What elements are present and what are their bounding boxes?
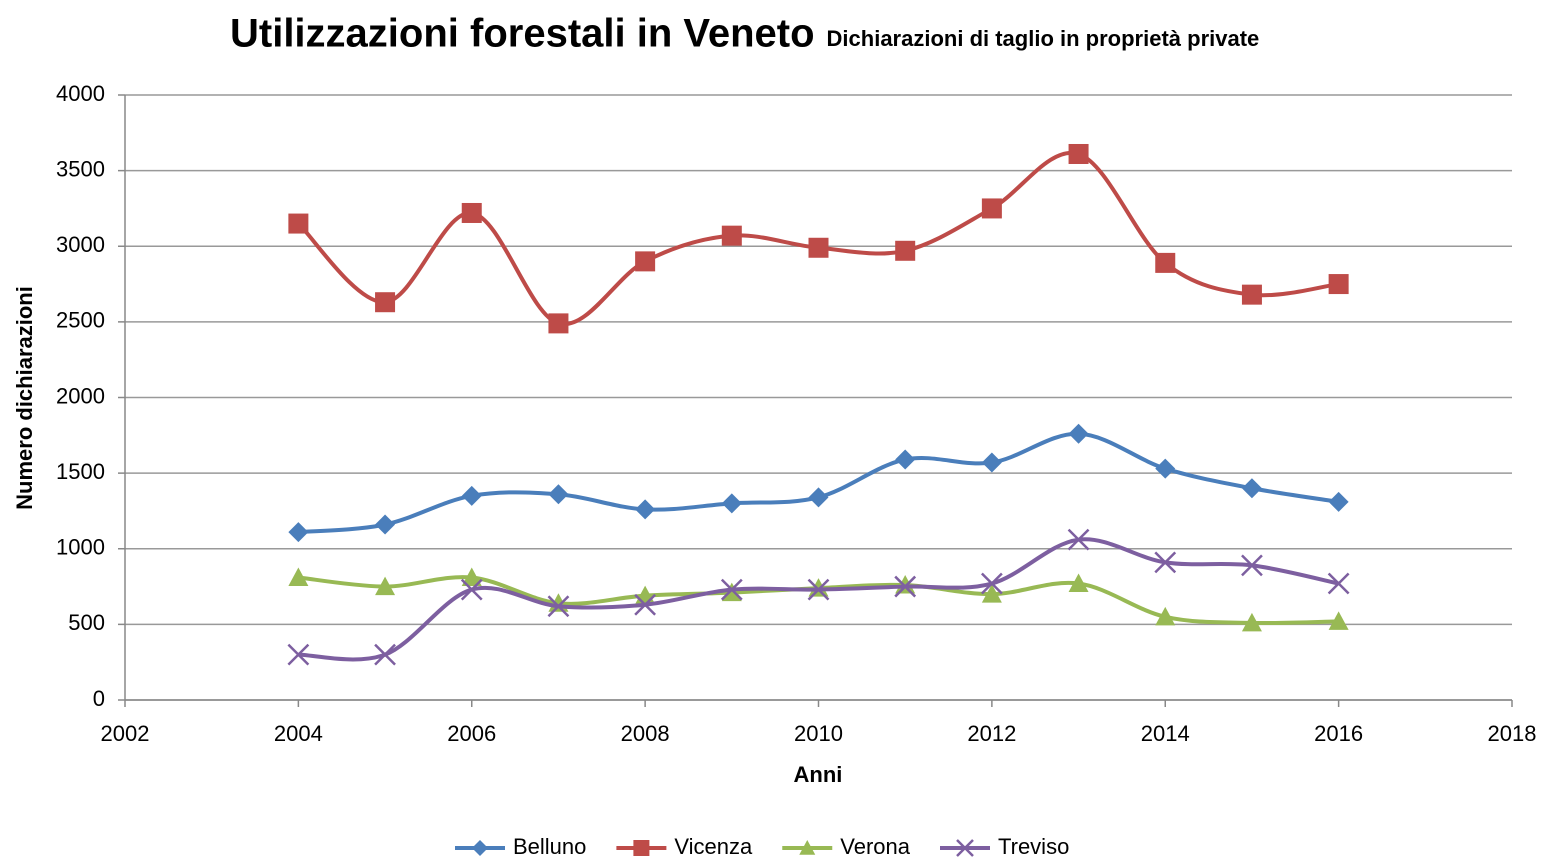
marker: [895, 575, 916, 594]
x-axis-label: Anni: [794, 762, 843, 787]
marker: [1328, 274, 1349, 295]
marker: [981, 198, 1002, 219]
marker: [375, 514, 396, 535]
marker: [1154, 551, 1177, 574]
marker: [980, 572, 1003, 595]
marker: [288, 567, 309, 586]
series-line: [298, 431, 1339, 535]
legend-marker: [472, 840, 488, 856]
marker: [720, 578, 743, 601]
marker: [461, 567, 482, 586]
marker: [807, 578, 830, 601]
x-tick-label: 2016: [1314, 721, 1363, 746]
marker: [808, 578, 829, 597]
series-line: [298, 537, 1340, 662]
marker: [635, 251, 656, 272]
marker: [1155, 458, 1176, 479]
marker: [461, 485, 482, 506]
marker: [375, 576, 396, 596]
chart-subtitle: Dichiarazioni di taglio in proprietà pri…: [827, 26, 1260, 51]
marker: [287, 643, 310, 666]
marker: [1241, 612, 1262, 632]
y-tick-label: 3500: [56, 156, 105, 181]
marker: [548, 313, 569, 334]
x-tick-label: 2010: [794, 721, 843, 746]
y-tick-label: 500: [68, 610, 105, 635]
marker: [808, 237, 829, 258]
y-tick-label: 0: [93, 686, 105, 711]
marker: [374, 643, 396, 666]
marker: [375, 292, 396, 313]
marker: [895, 240, 916, 261]
x-tick-label: 2004: [274, 721, 323, 746]
marker: [1067, 528, 1090, 551]
y-tick-label: 2000: [56, 383, 105, 408]
marker: [981, 584, 1002, 603]
x-tick-label: 2012: [967, 721, 1016, 746]
marker: [634, 593, 657, 616]
x-tick-label: 2008: [621, 721, 670, 746]
y-tick-label: 3000: [56, 232, 105, 257]
marker: [721, 582, 742, 602]
marker: [1241, 284, 1262, 305]
marker: [461, 202, 482, 223]
marker: [1068, 143, 1089, 164]
y-tick-label: 1000: [56, 535, 105, 560]
marker: [1328, 611, 1349, 630]
x-tick-label: 2002: [101, 721, 150, 746]
marker: [1241, 554, 1263, 577]
x-tick-label: 2006: [447, 721, 496, 746]
marker: [721, 225, 742, 246]
y-tick-label: 1500: [56, 459, 105, 484]
marker: [1068, 423, 1089, 444]
marker: [548, 484, 569, 505]
marker: [547, 595, 570, 618]
legend-label: Treviso: [998, 834, 1069, 859]
marker: [1328, 491, 1349, 512]
marker: [460, 578, 483, 601]
legend-label: Verona: [840, 834, 910, 859]
legend-marker: [633, 840, 650, 856]
marker: [635, 499, 656, 520]
x-tick-label: 2014: [1141, 721, 1190, 746]
marker: [894, 575, 917, 598]
marker: [1155, 252, 1176, 273]
marker: [1327, 572, 1350, 595]
legend-marker: [799, 840, 816, 855]
legend-label: Belluno: [513, 834, 586, 859]
y-axis-label: Numero dichiarazioni: [12, 286, 37, 510]
legend-marker: [956, 839, 974, 857]
legend-label: Vicenza: [674, 834, 753, 859]
marker: [1241, 478, 1262, 499]
marker: [288, 213, 309, 234]
marker: [288, 522, 309, 543]
x-tick-label: 2018: [1488, 721, 1537, 746]
marker: [981, 452, 1002, 473]
marker: [808, 487, 829, 508]
y-tick-label: 4000: [56, 81, 105, 106]
marker: [895, 449, 916, 470]
marker: [1155, 606, 1176, 626]
chart-title: Utilizzazioni forestali in Veneto: [230, 12, 815, 56]
marker: [721, 493, 742, 514]
marker: [1068, 573, 1089, 593]
y-tick-label: 2500: [56, 308, 105, 333]
